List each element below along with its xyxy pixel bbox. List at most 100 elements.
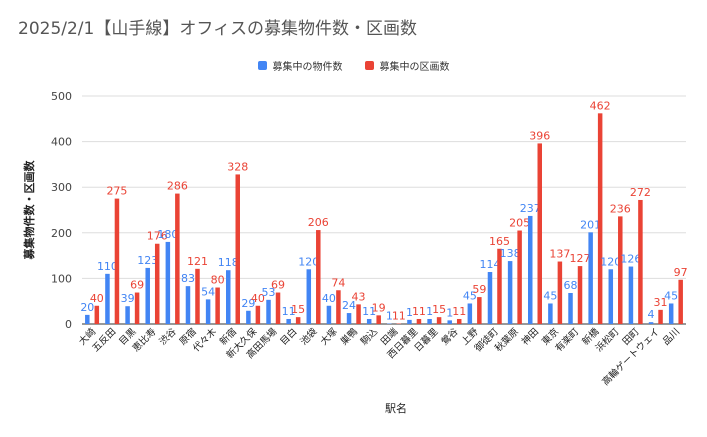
bar-listings (205, 299, 211, 324)
data-label: 176 (147, 230, 168, 243)
data-label: 328 (227, 160, 248, 173)
bar-listings (306, 269, 312, 324)
data-label: 1 (426, 305, 433, 318)
data-label: 45 (664, 289, 678, 302)
data-label: 1 (386, 310, 393, 323)
bar-listings (185, 286, 191, 324)
data-label: 236 (610, 202, 631, 215)
data-label: 206 (308, 216, 329, 229)
bar-units (134, 292, 140, 324)
data-label: 201 (580, 218, 601, 231)
bar-units (235, 174, 240, 324)
x-tick-label: 池袋 (298, 325, 320, 347)
bar-listings (588, 232, 593, 324)
bar-units (537, 143, 542, 324)
x-tick-label: 浜松町 (593, 325, 622, 354)
legend-swatch-red (364, 61, 374, 70)
bar-units (114, 198, 120, 324)
data-label: 120 (298, 255, 319, 268)
bar-listings (628, 266, 634, 324)
bar-listings (447, 320, 452, 324)
data-label: 11 (412, 305, 426, 318)
data-label: 69 (271, 279, 285, 292)
x-tick-label: 品川 (661, 326, 682, 347)
data-label: 11 (452, 305, 466, 318)
y-tick-label: 0 (65, 318, 72, 331)
data-label: 19 (372, 301, 386, 314)
data-label: 137 (549, 248, 570, 261)
y-tick-label: 200 (51, 227, 72, 240)
data-label: 286 (167, 180, 188, 193)
bar-units (557, 261, 563, 324)
bar-units (416, 318, 422, 324)
data-label: 462 (590, 99, 611, 112)
bar-listings (346, 313, 352, 324)
bar-units (376, 315, 381, 324)
bar-listings (226, 270, 231, 324)
data-label: 138 (500, 247, 521, 260)
x-tick-label: 鶯谷 (439, 325, 461, 347)
bar-units (255, 305, 261, 324)
bar-units (497, 248, 502, 324)
bar-listings (125, 306, 130, 324)
bar-units (456, 318, 462, 324)
data-label: 126 (620, 253, 641, 266)
data-label: 127 (570, 252, 591, 265)
data-label: 29 (241, 297, 255, 310)
data-label: 97 (674, 266, 688, 279)
bar-units (215, 287, 220, 324)
bar-units (577, 266, 583, 324)
data-label: 15 (291, 303, 305, 316)
data-label: 68 (564, 279, 578, 292)
bar-listings (145, 267, 150, 324)
y-tick-label: 400 (51, 136, 72, 149)
data-label: 237 (520, 202, 541, 215)
data-label: 69 (130, 279, 144, 292)
bar-units (658, 309, 663, 324)
data-label: 123 (137, 254, 158, 267)
bar-units (316, 230, 321, 324)
bar-listings (528, 215, 533, 324)
legend-label: 募集中の区画数 (379, 62, 450, 73)
bar-units (356, 304, 361, 324)
x-tick-label: 目白 (278, 326, 300, 348)
x-tick-label: 巣鴨 (338, 325, 360, 347)
x-tick-label: 代々木 (190, 325, 219, 354)
bar-listings (266, 299, 271, 324)
legend: 募集中の物件数 募集中の区画数 (0, 58, 707, 73)
data-label: 40 (251, 292, 265, 305)
x-tick-label: 駒込 (358, 325, 380, 347)
y-tick-label: 100 (51, 272, 72, 285)
data-label: 11 (392, 310, 406, 323)
bar-units (618, 216, 623, 324)
data-label: 45 (543, 289, 557, 302)
bar-units (638, 199, 643, 324)
bar-listings (507, 261, 513, 324)
data-label: 15 (432, 303, 446, 316)
bar-units (154, 243, 160, 324)
bar-units (336, 290, 341, 324)
x-tick-label: 神田 (519, 326, 541, 348)
bar-listings (246, 310, 251, 324)
data-label: 20 (80, 301, 94, 314)
data-label: 83 (181, 272, 195, 285)
legend-item-series-2[interactable]: 募集中の区画数 (364, 58, 450, 73)
bar-listings (467, 303, 473, 324)
bar-listings (568, 292, 573, 324)
legend-item-series-1[interactable]: 募集中の物件数 (257, 58, 343, 73)
chart-title: 2025/2/1【山手線】オフィスの募集物件数・区画数 (18, 19, 418, 39)
data-label: 275 (106, 185, 127, 198)
bar-listings (165, 241, 171, 324)
data-label: 165 (489, 235, 510, 248)
bar-units (175, 193, 180, 324)
legend-label: 募集中の物件数 (272, 62, 343, 73)
bar-units (195, 268, 200, 324)
bar-units (597, 113, 603, 324)
y-tick-label: 300 (51, 181, 72, 194)
bar-listings (668, 303, 674, 324)
legend-swatch-blue (257, 61, 267, 70)
data-label: 53 (262, 286, 276, 299)
data-label: 180 (157, 228, 178, 241)
bar-listings (548, 303, 553, 324)
data-label: 1 (406, 306, 413, 319)
